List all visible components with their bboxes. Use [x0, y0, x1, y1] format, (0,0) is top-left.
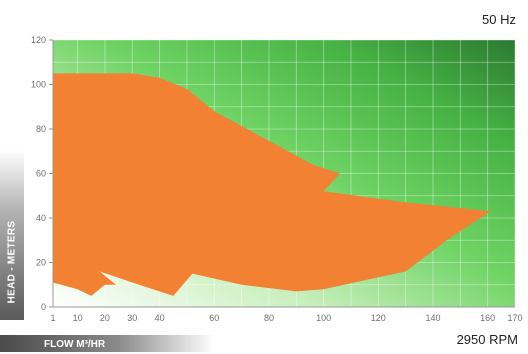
x-tick-label: 20: [100, 313, 110, 323]
speed-label: 2950 RPM: [456, 332, 518, 347]
y-tick-label: 60: [36, 169, 46, 179]
x-tick-label: 10: [73, 313, 83, 323]
x-tick-label: 120: [371, 313, 386, 323]
x-tick-label: 140: [425, 313, 440, 323]
x-tick-label: 60: [209, 313, 219, 323]
y-tick-label: 100: [31, 80, 46, 90]
x-tick-label: 30: [127, 313, 137, 323]
x-tick-label: 1: [50, 313, 55, 323]
y-tick-label: 20: [36, 258, 46, 268]
axis-ticks: 0 20 40 60 80 100 120 1 10 20 30 40 60 80 100 120 140 160…: [31, 35, 523, 323]
performance-envelope: [53, 73, 491, 296]
x-tick-label: 40: [155, 313, 165, 323]
frequency-label: 50 Hz: [482, 12, 516, 27]
x-tick-label: 100: [316, 313, 331, 323]
x-tick-label: 170: [507, 313, 522, 323]
x-tick-label: 160: [480, 313, 495, 323]
x-tick-label: 80: [264, 313, 274, 323]
x-axis-label: FLOW M³/HR: [44, 339, 106, 350]
x-axis-band: [0, 335, 214, 352]
y-tick-label: 80: [36, 124, 46, 134]
y-tick-label: 0: [41, 302, 46, 312]
y-axis-label: HEAD - METERS: [6, 220, 18, 304]
y-tick-label: 40: [36, 213, 46, 223]
y-axis-band: [0, 150, 24, 320]
y-tick-label: 120: [31, 35, 46, 45]
